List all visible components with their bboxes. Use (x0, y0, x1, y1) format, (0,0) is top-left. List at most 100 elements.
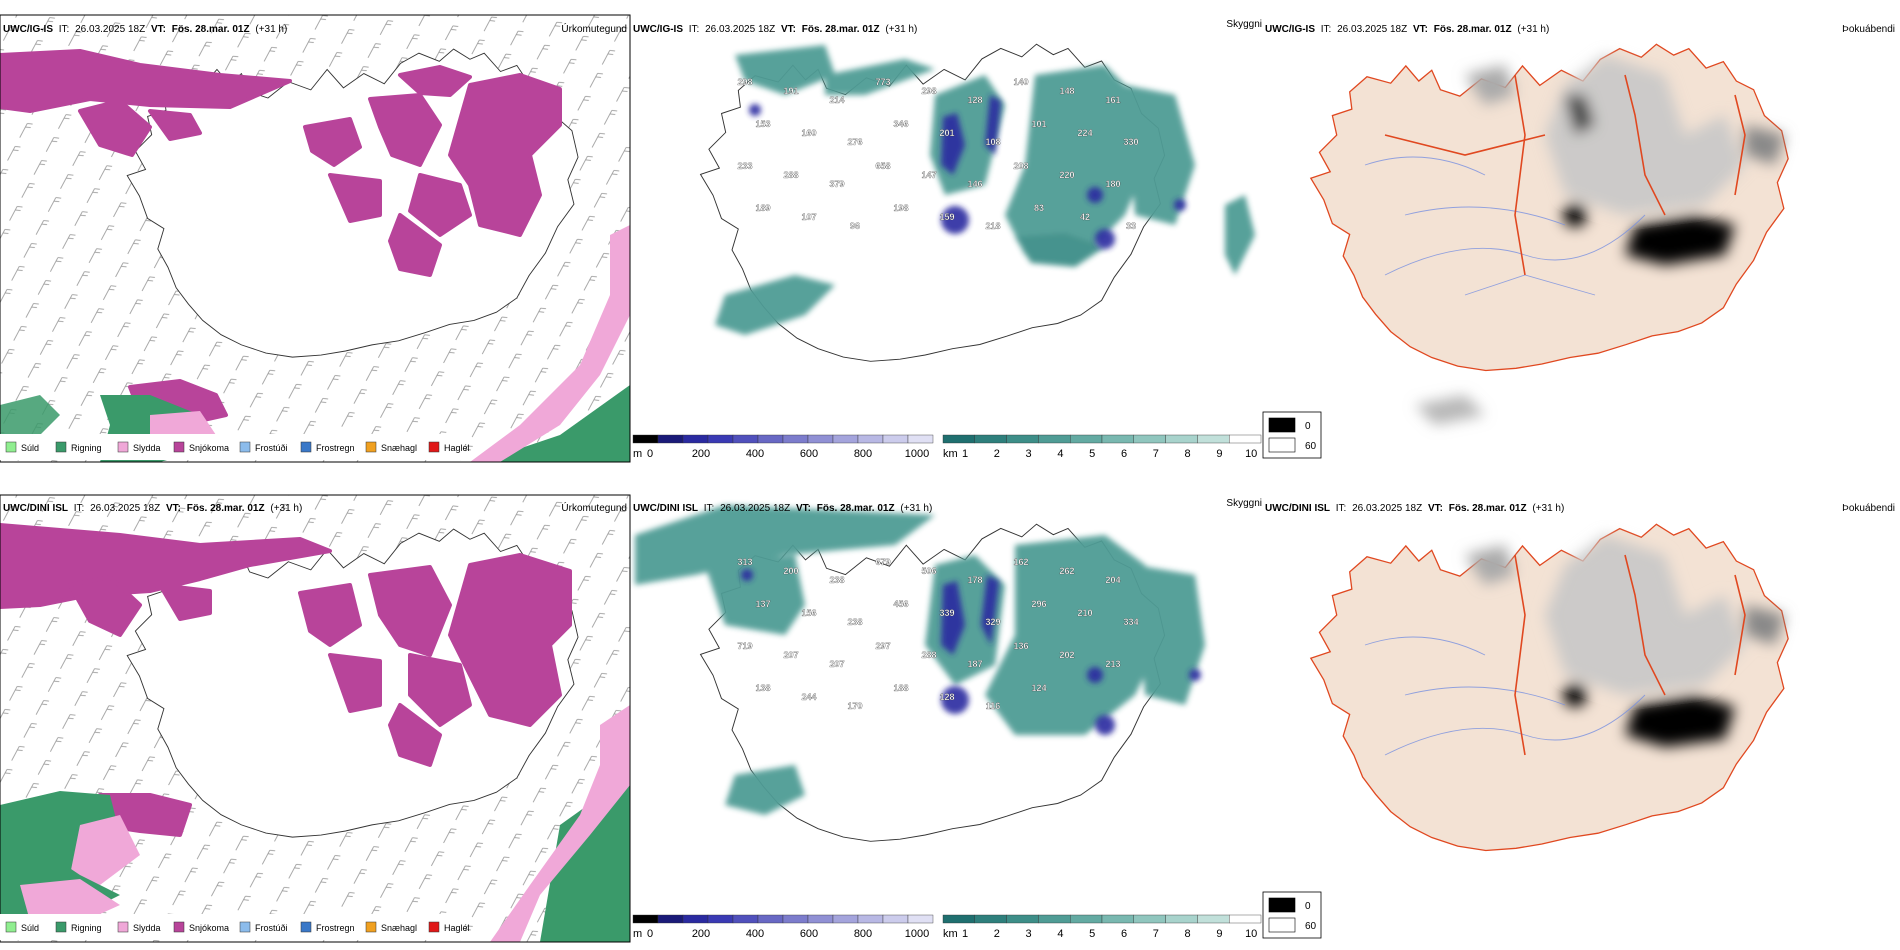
it-label: IT: (1336, 503, 1347, 514)
colorbar-segment (857, 914, 884, 924)
cloud-base-label: 189 (755, 203, 770, 213)
vt-value: Fös. 28.mar. 01Z (187, 503, 265, 514)
legend-swatch (428, 441, 440, 453)
legend-label: Súld (21, 443, 39, 453)
precip-legend-box (0, 914, 465, 940)
cloud-base-label: 188 (893, 683, 908, 693)
colorbar-segment (907, 914, 934, 924)
colorbar-segment (657, 914, 684, 924)
vt-label: VT: (796, 503, 811, 514)
legend-label: 0 (1305, 421, 1311, 432)
cloud-base-label: 147 (921, 170, 936, 180)
cloud-base-label: 178 (967, 575, 982, 585)
colorbar-tick: 2 (994, 448, 1000, 460)
model-label: UWC/IG-IS (3, 24, 53, 35)
svg-text:UWC/DINI ISL IT: 2: UWC/DINI ISL IT: 26.03.2025 18Z VT: Fös.… (1265, 503, 1564, 514)
panel-fog-top: UWC/IG-IS IT: 26.03.2025 18Z VT: Fös. 28… (1262, 24, 1895, 459)
cloud-base-label: 128 (967, 95, 982, 105)
cloud-base-label: 148 (1059, 86, 1074, 96)
cloud-base-label: 238 (829, 575, 844, 585)
legend-label: 60 (1305, 441, 1317, 452)
colorbar-segment (1038, 914, 1071, 924)
cloud-base-label: 210 (1077, 608, 1092, 618)
cloud-base-label: 204 (1105, 575, 1120, 585)
cloud-base-label: 140 (1013, 77, 1028, 87)
lead-time: (+31 h) (1517, 24, 1549, 35)
legend-swatch (5, 921, 17, 933)
colorbar-tick: 9 (1216, 448, 1222, 460)
colorbar-segment (1165, 914, 1198, 924)
it-value: 26.03.2025 18Z (75, 24, 145, 35)
legend-swatch (1268, 897, 1296, 913)
colorbar-unit: km (943, 928, 958, 940)
panel-cloud-bottom: UWC/DINI ISL IT: 26.03.2025 18Z VT: Fös.… (632, 498, 1262, 940)
colorbar-segment (1006, 434, 1039, 444)
cloud-base-label: 161 (1105, 95, 1120, 105)
colorbar-segment (882, 434, 909, 444)
cloud-base-label: 108 (985, 137, 1000, 147)
colorbar-segment (1229, 914, 1262, 924)
cloud-base-label: 207 (829, 659, 844, 669)
cloud-base-label: 298 (921, 86, 936, 96)
cloud-base-label: 124 (1031, 683, 1046, 693)
colorbar-tick: 4 (1057, 928, 1063, 940)
legend-label: Slydda (133, 443, 161, 453)
svg-text:UWC/IG-IS IT: 26.0: UWC/IG-IS IT: 26.03.2025 18Z VT: Fös. 28… (3, 24, 287, 35)
colorbar-tick: 6 (1121, 448, 1127, 460)
legend-swatch (173, 921, 185, 933)
it-label: IT: (59, 24, 70, 35)
colorbar-segment (707, 914, 734, 924)
colorbar-segment (757, 914, 784, 924)
legend-label: Rigning (71, 443, 102, 453)
cloud-base-label: 313 (737, 557, 752, 567)
colorbar-segment (1006, 914, 1039, 924)
colorbar-tick: 8 (1185, 448, 1191, 460)
cloud-base-label: 136 (1013, 641, 1028, 651)
cloud-base-label: 262 (1059, 566, 1074, 576)
precip-legend: Súld Rigning Slydda Snjókoma Frostúði Frostre… (5, 921, 470, 933)
legend-label: 60 (1305, 921, 1317, 932)
svg-text:UWC/IG-IS IT: 26.0: UWC/IG-IS IT: 26.03.2025 18Z VT: Fös. 28… (1265, 24, 1549, 35)
colorbar-segment (1101, 914, 1134, 924)
cloud-base-label: 298 (737, 77, 752, 87)
cloud-base-label: 83 (1034, 203, 1044, 213)
cloud-base-label: 238 (847, 617, 862, 627)
colorbar-tick: 0 (647, 448, 653, 460)
colorbar-tick: 9 (1216, 928, 1222, 940)
cloud-base-label: 224 (1077, 128, 1092, 138)
vt-value: Fös. 28.mar. 01Z (802, 24, 880, 35)
cloud-base-label: 128 (939, 692, 954, 702)
it-value: 26.03.2025 18Z (720, 503, 790, 514)
cloud-base-label: 296 (1031, 599, 1046, 609)
cloud-base-label: 213 (1105, 659, 1120, 669)
colorbar-tick: 800 (854, 448, 872, 460)
vt-label: VT: (1413, 24, 1428, 35)
cloud-base-label: 208 (1013, 161, 1028, 171)
legend-swatch (428, 921, 440, 933)
colorbar-tick: 4 (1057, 448, 1063, 460)
lead-time: (+31 h) (1532, 503, 1564, 514)
colorbar-segment (782, 914, 809, 924)
panel-title: Þokuábendi (1842, 503, 1895, 514)
cloud-base-label: 207 (783, 650, 798, 660)
cloud-base-label: 137 (755, 599, 770, 609)
it-value: 26.03.2025 18Z (705, 24, 775, 35)
cloud-base-label: 101 (1031, 119, 1046, 129)
lead-time: (+31 h) (270, 503, 302, 514)
cloud-base-label: 288 (921, 650, 936, 660)
colorbar-tick: 1 (962, 448, 968, 460)
cloud-base-label: 153 (755, 119, 770, 129)
panel-title: Úrkomutegund (561, 22, 627, 35)
colorbar-segment (942, 914, 975, 924)
cloud-base-label: 198 (893, 203, 908, 213)
legend-swatch (1268, 917, 1296, 933)
colorbar-segment (632, 914, 659, 924)
panel-precip-top: UWC/IG-IS IT: 26.03.2025 18Z VT: Fös. 28… (0, 15, 630, 462)
cloud-base-label: 170 (847, 701, 862, 711)
legend-label: Frostúði (255, 443, 288, 453)
cloud-base-label: 180 (1105, 179, 1120, 189)
fog-legend: 0 60 (1262, 411, 1322, 459)
legend-label: Snjókoma (189, 443, 229, 453)
it-label: IT: (704, 503, 715, 514)
it-value: 26.03.2025 18Z (1337, 24, 1407, 35)
